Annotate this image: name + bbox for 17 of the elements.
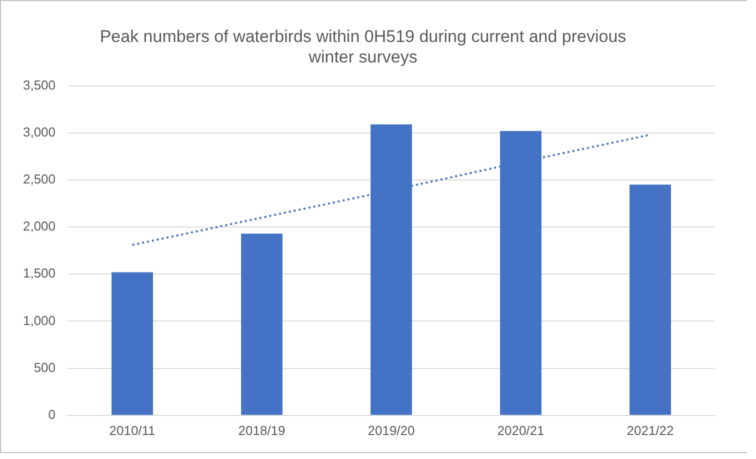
bar xyxy=(241,234,282,415)
x-tick-label: 2010/11 xyxy=(109,422,156,438)
x-tick-label: 2018/19 xyxy=(238,422,286,438)
x-tick-label: 2020/21 xyxy=(497,422,544,438)
y-tick-label: 0 xyxy=(48,406,56,422)
y-tick-label: 500 xyxy=(34,360,56,375)
y-tick-label: 2,500 xyxy=(22,172,56,187)
y-tick-label: 3,000 xyxy=(22,124,56,140)
y-tick-label: 3,500 xyxy=(22,77,56,92)
x-tick-label: 2021/22 xyxy=(626,422,674,438)
bar xyxy=(112,272,153,415)
y-tick-label: 1,000 xyxy=(22,312,56,328)
x-tick-label: 2019/20 xyxy=(368,422,415,438)
bar xyxy=(630,184,671,415)
y-tick-label: 2,000 xyxy=(22,218,56,234)
y-tick-label: 1,500 xyxy=(22,266,56,281)
chart-title: Peak numbers of waterbirds within 0H519 during current and previous winter surveys xyxy=(100,26,626,66)
